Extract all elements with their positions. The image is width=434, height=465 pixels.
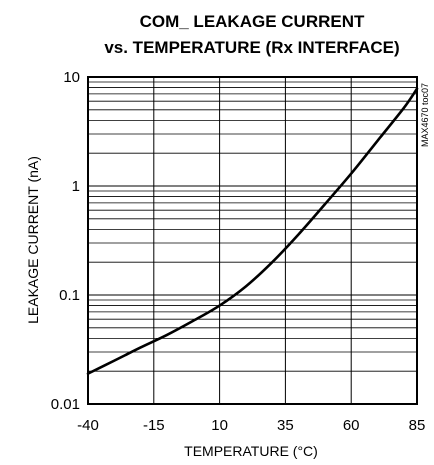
x-axis-label: TEMPERATURE (°C) [184, 443, 318, 459]
series-line-leakage-current [86, 87, 419, 375]
x-tick-label: 10 [211, 417, 228, 434]
x-tick-labels: -40 -15 10 35 60 85 [77, 417, 425, 434]
y-tick-label: 0.01 [51, 396, 80, 413]
chart-title-line-2: vs. TEMPERATURE (Rx INTERFACE) [104, 38, 399, 57]
y-tick-label: 1 [72, 178, 80, 195]
y-tick-labels: 0.01 0.1 1 10 [51, 69, 80, 413]
x-tick-label: -15 [143, 417, 165, 434]
y-tick-label: 10 [63, 69, 80, 86]
x-tick-label: 35 [277, 417, 294, 434]
y-tick-label: 0.1 [59, 287, 80, 304]
x-tick-label: 85 [409, 417, 426, 434]
plot-grid [87, 77, 418, 405]
x-tick-label: 60 [343, 417, 360, 434]
chart-title-line-1: COM_ LEAKAGE CURRENT [140, 12, 365, 31]
figure-reference-note: MAX4670 toc07 [420, 83, 430, 147]
y-axis-label: LEAKAGE CURRENT (nA) [25, 156, 41, 324]
plot-frame [87, 76, 418, 405]
x-tick-label: -40 [77, 417, 99, 434]
